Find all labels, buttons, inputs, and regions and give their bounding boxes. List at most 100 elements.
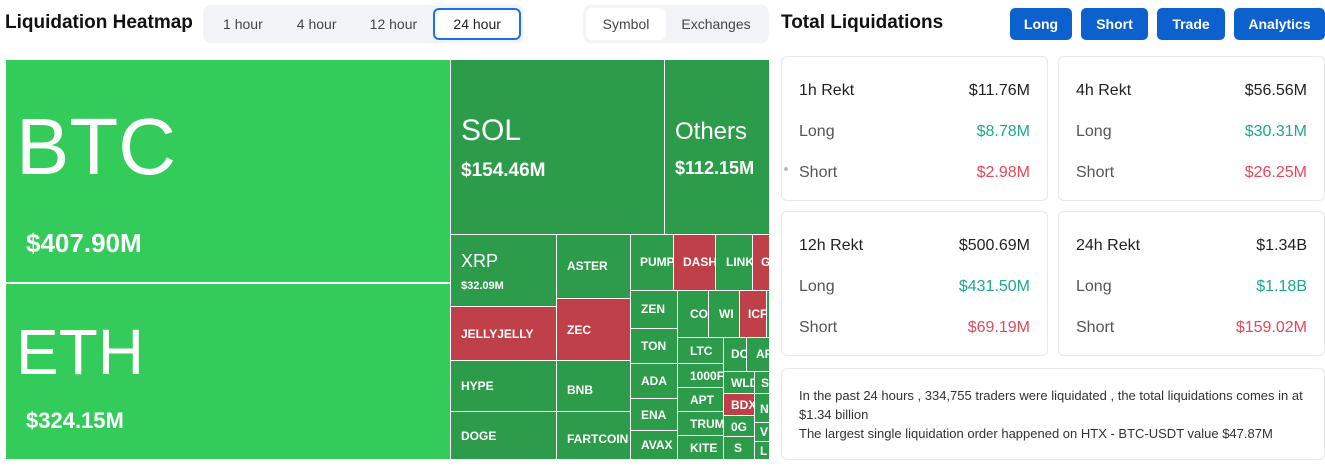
summary-line-2: The largest single liquidation order hap… <box>799 426 1273 441</box>
tile-symbol: ZEC <box>567 323 591 337</box>
heatmap-tile-trum[interactable]: TRUM <box>677 411 724 436</box>
tab-exchanges[interactable]: Exchanges <box>681 16 751 32</box>
heatmap-tile-xrp[interactable]: XRP $32.09M <box>450 234 557 307</box>
short-label: Short <box>1076 319 1115 336</box>
heatmap-tile-eth[interactable]: ETH $324.15M <box>5 283 451 460</box>
tab-4-hour[interactable]: 4 hour <box>296 16 337 32</box>
heatmap-tile-pump[interactable]: PUMP <box>630 234 674 291</box>
heatmap-tile-zen[interactable]: ZEN <box>630 290 678 329</box>
tile-symbol: S <box>761 376 770 390</box>
heatmap-tile-wld[interactable]: WLD <box>723 371 755 394</box>
tile-symbol: V <box>760 425 769 439</box>
grouping-selector: Symbol Exchanges <box>583 5 769 43</box>
heatmap-tile-l[interactable]: L <box>754 441 770 460</box>
tile-symbol: BDX <box>731 398 755 412</box>
tile-symbol: XRP <box>461 251 499 271</box>
short-value: $69.19M <box>967 319 1030 336</box>
heatmap-tile-hype[interactable]: HYPE <box>450 360 557 412</box>
heatmap-tile-btc[interactable]: BTC $407.90M <box>5 59 451 283</box>
tile-symbol: JELLYJELLY <box>461 327 534 341</box>
short-label: Short <box>799 164 838 181</box>
heatmap-tile-0g[interactable]: 0G <box>723 415 755 437</box>
heatmap-tile-ada[interactable]: ADA <box>630 363 678 399</box>
long-value: $30.31M <box>1244 123 1307 140</box>
card-total: $500.69M <box>958 237 1030 254</box>
long-label: Long <box>1076 278 1112 295</box>
tile-symbol: BTC <box>16 102 176 191</box>
heatmap-tile-icf[interactable]: ICF <box>739 290 767 338</box>
tile-symbol: AR <box>756 347 769 361</box>
long-value: $431.50M <box>958 278 1030 295</box>
tile-symbol: LINK <box>726 255 753 269</box>
tile-symbol: CO <box>690 307 708 321</box>
tile-symbol: PUMP <box>640 255 674 269</box>
bullet-dot <box>784 167 788 171</box>
tile-symbol: N <box>760 402 769 416</box>
rekt-card-24h: 24h Rekt $1.34B Long $1.18B Short $159.02M <box>1058 211 1325 356</box>
heatmap-tile-co[interactable]: CO <box>677 290 709 338</box>
long-label: Long <box>799 123 835 140</box>
heatmap-tile-zec[interactable]: ZEC <box>556 298 631 361</box>
card-period: 4h Rekt <box>1076 82 1132 99</box>
heatmap-tile-dash[interactable]: DASH <box>673 234 716 291</box>
heatmap-tile-ltc[interactable]: LTC <box>677 337 724 364</box>
analytics-button[interactable]: Analytics <box>1234 8 1325 40</box>
heatmap-tile-s2[interactable]: S <box>723 436 755 460</box>
heatmap-tile-jellyjelly[interactable]: JELLYJELLY <box>450 306 557 361</box>
heatmap-tile-sol[interactable]: SOL $154.46M <box>450 59 665 235</box>
tile-symbol: SOL <box>461 114 522 147</box>
liquidation-heatmap: BTC $407.90M ETH $324.15M SOL $154.46M O… <box>5 59 770 460</box>
heatmap-tile-do[interactable]: DO <box>723 337 747 372</box>
tile-symbol: Others <box>675 118 748 145</box>
rekt-card-4h: 4h Rekt $56.56M Long $30.31M Short $26.25M <box>1058 56 1325 201</box>
heatmap-tile-avax[interactable]: AVAX <box>630 430 678 460</box>
short-value: $26.25M <box>1244 164 1307 181</box>
heatmap-tile-aster[interactable]: ASTER <box>556 234 631 299</box>
time-range-selector: 1 hour 4 hour 12 hour 24 hour <box>203 5 524 43</box>
tile-symbol: AVAX <box>641 438 673 452</box>
tile-value: $324.15M <box>26 408 124 433</box>
tile-symbol: S <box>734 441 743 455</box>
rekt-card-12h: 12h Rekt $500.69M Long $431.50M Short $69.1… <box>781 211 1048 356</box>
trade-button[interactable]: Trade <box>1157 8 1225 40</box>
tile-symbol: BNB <box>567 383 593 397</box>
heatmap-tile-fartcoin[interactable]: FARTCOIN <box>556 411 631 460</box>
heatmap-tile-ena[interactable]: ENA <box>630 398 678 431</box>
heatmap-tile-1000f[interactable]: 1000F <box>677 363 724 388</box>
tab-24-hour[interactable]: 24 hour <box>433 8 522 40</box>
tile-value: $32.09M <box>461 280 504 292</box>
tile-symbol: HYPE <box>461 379 494 393</box>
heatmap-tile-others[interactable]: Others $112.15M <box>664 59 770 235</box>
tile-symbol: FARTCOIN <box>567 432 629 446</box>
heatmap-tile-kite[interactable]: KITE <box>677 435 724 460</box>
tab-12-hour[interactable]: 12 hour <box>369 16 418 32</box>
heatmap-tile-link[interactable]: LINK <box>715 234 753 291</box>
heatmap-tile-g[interactable]: G <box>752 234 770 291</box>
heatmap-tile-v[interactable]: V <box>754 422 770 442</box>
heatmap-tile-doge[interactable]: DOGE <box>450 411 557 460</box>
heatmap-tile-s[interactable]: S <box>754 371 770 394</box>
tile-symbol: ADA <box>641 374 667 388</box>
tile-symbol: 0G <box>731 420 748 434</box>
short-button[interactable]: Short <box>1081 8 1148 40</box>
heatmap-tile-small[interactable] <box>766 290 770 338</box>
tile-symbol: DASH <box>683 255 716 269</box>
tile-symbol: TRUM <box>690 417 724 431</box>
heatmap-tile-n[interactable]: N <box>754 393 770 423</box>
tab-symbol[interactable]: Symbol <box>586 8 666 40</box>
heatmap-tile-wi[interactable]: WI <box>708 290 740 338</box>
long-label: Long <box>799 278 835 295</box>
heatmap-tile-bnb[interactable]: BNB <box>556 360 631 412</box>
heatmap-tile-bdx[interactable]: BDX <box>723 393 755 416</box>
tile-symbol: ZEN <box>641 302 665 316</box>
tile-symbol: WI <box>719 307 734 321</box>
tile-value: $154.46M <box>461 160 546 181</box>
heatmap-tile-ar[interactable]: AR <box>746 337 770 372</box>
heatmap-tile-ton[interactable]: TON <box>630 328 678 364</box>
tile-symbol: ASTER <box>567 259 608 273</box>
long-button[interactable]: Long <box>1010 8 1072 40</box>
short-label: Short <box>1076 164 1115 181</box>
heatmap-tile-apt[interactable]: APT <box>677 387 724 412</box>
tab-1-hour[interactable]: 1 hour <box>223 16 263 32</box>
tile-symbol: ENA <box>641 408 667 422</box>
